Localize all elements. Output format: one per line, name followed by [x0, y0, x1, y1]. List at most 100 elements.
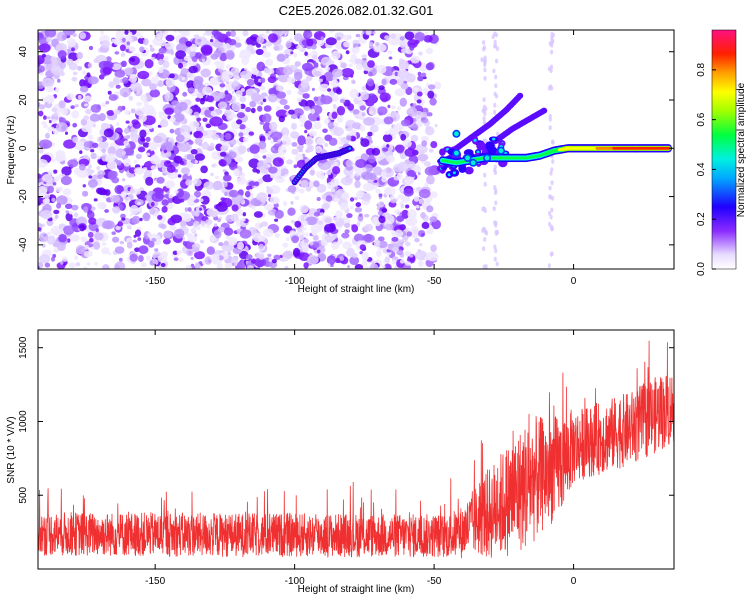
noise-blob: [121, 151, 127, 155]
noise-blob: [159, 119, 169, 128]
noise-blob: [419, 243, 423, 247]
noise-blob: [194, 251, 205, 260]
noise-blob: [187, 172, 191, 177]
noise-blob: [335, 257, 341, 264]
noise-blob: [314, 145, 323, 154]
noise-blob: [332, 166, 341, 175]
noise-blob: [321, 58, 328, 64]
noise-blob: [192, 179, 198, 185]
noise-blob: [66, 238, 71, 243]
noise-blob: [39, 232, 49, 243]
noise-streak: [483, 237, 487, 242]
noise-blob: [144, 59, 154, 69]
noise-blob: [68, 262, 77, 269]
noise-blob: [299, 234, 305, 241]
noise-streak: [493, 109, 497, 115]
noise-blob: [259, 85, 266, 91]
noise-blob: [45, 132, 50, 139]
noise-blob: [233, 168, 240, 177]
noise-blob: [382, 133, 393, 143]
noise-blob: [332, 68, 343, 78]
noise-blob: [47, 231, 51, 236]
noise-blob: [71, 47, 75, 52]
noise-blob: [149, 89, 161, 98]
noise-blob: [147, 124, 153, 130]
noise-blob: [145, 176, 154, 186]
noise-streak: [493, 244, 497, 250]
noise-blob: [325, 37, 337, 46]
noise-blob: [300, 180, 309, 188]
noise-blob: [320, 95, 333, 105]
noise-blob: [52, 182, 57, 186]
noise-blob: [350, 53, 357, 61]
noise-blob: [333, 161, 339, 168]
noise-blob: [53, 248, 59, 253]
noise-blob: [173, 257, 179, 261]
noise-blob: [123, 158, 131, 167]
x-tick-label: -150: [145, 576, 165, 587]
noise-blob: [83, 250, 93, 258]
noise-blob: [371, 216, 380, 225]
noise-blob: [114, 184, 124, 195]
noise-blob: [430, 141, 438, 149]
noise-blob: [55, 42, 67, 53]
noise-blob: [263, 67, 271, 74]
noise-blob: [151, 192, 164, 202]
noise-blob: [252, 232, 262, 243]
noise-blob: [137, 146, 146, 153]
noise-blob: [114, 51, 120, 55]
noise-blob: [209, 116, 223, 127]
snr-y-axis-label: SNR (10 * V/V): [6, 416, 17, 483]
noise-blob: [153, 135, 163, 143]
noise-blob: [73, 212, 79, 218]
noise-blob: [210, 53, 219, 60]
noise-blob: [52, 253, 57, 258]
noise-blob: [115, 30, 125, 40]
noise-blob: [228, 39, 237, 46]
noise-blob: [287, 207, 296, 216]
noise-blob: [59, 61, 67, 69]
noise-blob: [316, 197, 321, 201]
noise-blob: [389, 78, 398, 85]
noise-blob: [43, 124, 48, 129]
noise-blob: [164, 42, 175, 50]
noise-blob: [46, 235, 56, 245]
noise-blob: [404, 176, 415, 186]
noise-blob: [305, 186, 312, 192]
noise-blob: [201, 130, 208, 137]
noise-streak: [493, 256, 497, 262]
noise-blob: [214, 223, 218, 228]
noise-blob: [305, 216, 318, 226]
noise-blob: [318, 83, 330, 92]
noise-blob: [80, 236, 87, 242]
noise-blob: [251, 67, 260, 75]
noise-blob: [202, 86, 213, 96]
noise-blob: [53, 209, 60, 215]
noise-blob: [405, 253, 410, 257]
noise-blob: [369, 172, 377, 181]
noise-blob: [115, 225, 121, 231]
noise-blob: [219, 159, 227, 167]
noise-blob: [386, 155, 395, 163]
noise-blob: [265, 30, 270, 34]
noise-blob: [193, 130, 204, 139]
noise-blob: [43, 115, 47, 120]
noise-blob: [129, 73, 137, 79]
noise-blob: [361, 54, 368, 59]
noise-blob: [201, 142, 210, 150]
noise-blob: [268, 93, 278, 103]
noise-blob: [297, 135, 306, 146]
noise-blob: [59, 101, 63, 106]
noise-blob: [195, 97, 201, 102]
noise-blob: [370, 124, 379, 133]
noise-blob: [106, 161, 118, 170]
noise-blob: [130, 108, 136, 114]
noise-blob: [220, 87, 224, 91]
noise-blob: [303, 238, 309, 244]
noise-blob: [66, 93, 75, 101]
noise-blob: [417, 171, 421, 176]
noise-blob: [331, 111, 338, 119]
noise-blob: [400, 83, 409, 90]
noise-blob: [185, 108, 193, 115]
